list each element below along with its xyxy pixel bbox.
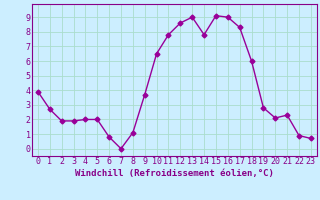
- X-axis label: Windchill (Refroidissement éolien,°C): Windchill (Refroidissement éolien,°C): [75, 169, 274, 178]
